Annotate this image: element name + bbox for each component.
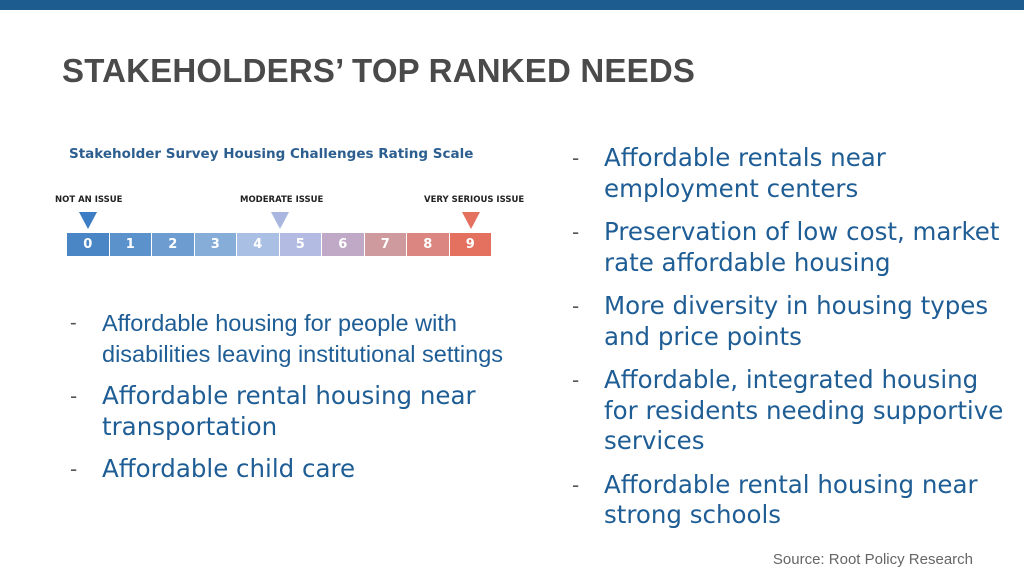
list-item-text: Affordable rentals near employment cente… bbox=[604, 143, 886, 203]
list-item: - Preservation of low cost, market rate a… bbox=[572, 217, 1012, 278]
scale-cell: 6 bbox=[322, 233, 364, 256]
page-title: STAKEHOLDERS’ TOP RANKED NEEDS bbox=[62, 52, 696, 89]
down-triangle-icon bbox=[79, 212, 97, 229]
list-item-text: More diversity in housing types and pric… bbox=[604, 291, 989, 351]
bullet-dash: - bbox=[70, 312, 77, 334]
down-triangle-icon bbox=[271, 212, 289, 229]
list-item-text: Affordable, integrated housing for resid… bbox=[604, 365, 1004, 455]
bullet-dash: - bbox=[70, 384, 78, 408]
bullet-dash: - bbox=[572, 368, 580, 392]
list-item-text: Affordable rental housing near strong sc… bbox=[604, 469, 978, 530]
bullet-dash: - bbox=[572, 220, 580, 244]
list-item: - More diversity in housing types and pri… bbox=[572, 291, 1012, 352]
bullet-dash: - bbox=[572, 294, 580, 318]
scale-cell: 5 bbox=[279, 233, 321, 256]
rating-scale: 0 1 2 3 4 5 6 7 8 9 bbox=[67, 233, 492, 256]
marker-label-moderate-issue: MODERATE ISSUE bbox=[240, 195, 324, 205]
scale-cell: 2 bbox=[152, 233, 194, 256]
scale-cell: 8 bbox=[407, 233, 449, 256]
list-item-text: Preservation of low cost, market rate af… bbox=[604, 217, 1000, 277]
list-item-text: Affordable child care bbox=[102, 454, 356, 483]
left-needs-list: - Affordable housing for people with disa… bbox=[70, 308, 510, 497]
list-item: - Affordable rentals near employment cent… bbox=[572, 143, 1012, 204]
list-item: - Affordable rental housing near strong s… bbox=[572, 470, 1012, 531]
bullet-dash: - bbox=[70, 457, 78, 481]
top-accent-bar bbox=[0, 0, 1024, 10]
scale-cell: 3 bbox=[194, 233, 236, 256]
list-item-text: Affordable housing for people with disab… bbox=[102, 310, 504, 367]
right-needs-list: - Affordable rentals near employment cent… bbox=[572, 143, 1012, 544]
list-item: - Affordable housing for people with disa… bbox=[70, 308, 510, 369]
scale-cell: 4 bbox=[237, 233, 279, 256]
bullet-dash: - bbox=[572, 472, 580, 497]
scale-cell: 9 bbox=[449, 233, 491, 256]
down-triangle-icon bbox=[462, 212, 480, 229]
marker-label-not-an-issue: NOT AN ISSUE bbox=[55, 195, 123, 205]
source-credit: Source: Root Policy Research bbox=[772, 551, 973, 568]
marker-label-very-serious-issue: VERY SERIOUS ISSUE bbox=[424, 195, 525, 205]
list-item: - Affordable, integrated housing for resi… bbox=[572, 365, 1012, 457]
list-item: - Affordable child care bbox=[70, 454, 510, 485]
bullet-dash: - bbox=[572, 146, 580, 170]
scale-cell: 7 bbox=[364, 233, 406, 256]
scale-cell: 1 bbox=[109, 233, 151, 256]
scale-cell: 0 bbox=[67, 233, 109, 256]
list-item-text: Affordable rental housing near transport… bbox=[102, 381, 476, 441]
list-item: - Affordable rental housing near transpor… bbox=[70, 381, 510, 442]
scale-title: Stakeholder Survey Housing Challenges Ra… bbox=[69, 146, 474, 162]
